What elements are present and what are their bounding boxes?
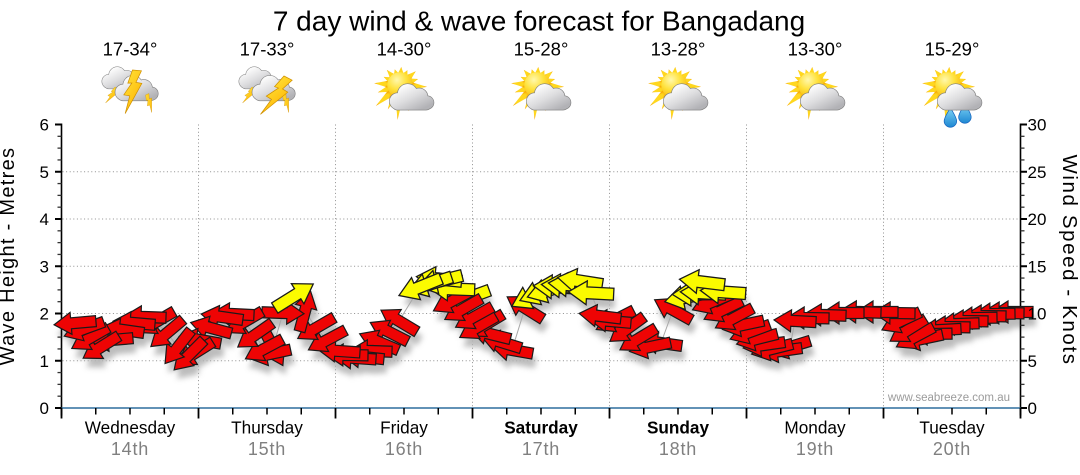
svg-text:15-29°: 15-29° <box>925 39 980 60</box>
svg-text:15-28°: 15-28° <box>514 39 569 60</box>
svg-text:0: 0 <box>40 399 49 418</box>
svg-text:6: 6 <box>40 116 49 135</box>
svg-text:17-34°: 17-34° <box>103 39 158 60</box>
svg-text:Monday: Monday <box>784 418 846 438</box>
svg-text:20th: 20th <box>933 439 971 459</box>
svg-text:14-30°: 14-30° <box>377 39 432 60</box>
svg-text:10: 10 <box>1028 305 1047 324</box>
svg-text:13-30°: 13-30° <box>788 39 843 60</box>
svg-text:17-33°: 17-33° <box>240 39 295 60</box>
svg-text:2: 2 <box>40 305 49 324</box>
svg-text:Sunday: Sunday <box>647 418 710 438</box>
svg-text:3: 3 <box>40 257 49 276</box>
svg-text:16th: 16th <box>385 439 423 459</box>
svg-text:0: 0 <box>1028 399 1037 418</box>
svg-text:Wave Height - Metres: Wave Height - Metres <box>0 147 19 366</box>
svg-text:Wind Speed - Knots: Wind Speed - Knots <box>1058 154 1080 365</box>
svg-text:20: 20 <box>1028 210 1047 229</box>
svg-text:Friday: Friday <box>380 418 428 438</box>
svg-text:18th: 18th <box>659 439 697 459</box>
svg-text:Tuesday: Tuesday <box>919 418 985 438</box>
svg-text:Thursday: Thursday <box>231 418 303 438</box>
svg-text:7 day wind & wave forecast for: 7 day wind & wave forecast for Bangadang <box>273 6 805 37</box>
svg-text:19th: 19th <box>796 439 834 459</box>
svg-text:30: 30 <box>1028 116 1047 135</box>
svg-text:5: 5 <box>1028 352 1037 371</box>
svg-text:17th: 17th <box>522 439 560 459</box>
svg-text:13-28°: 13-28° <box>651 39 706 60</box>
svg-text:Saturday: Saturday <box>504 418 578 438</box>
svg-text:14th: 14th <box>111 439 149 459</box>
svg-text:15: 15 <box>1028 257 1047 276</box>
svg-text:1: 1 <box>40 352 49 371</box>
svg-text:15th: 15th <box>248 439 286 459</box>
svg-text:25: 25 <box>1028 163 1047 182</box>
svg-text:4: 4 <box>40 210 49 229</box>
svg-text:www.seabreeze.com.au: www.seabreeze.com.au <box>887 392 1010 404</box>
svg-text:5: 5 <box>40 163 49 182</box>
svg-text:Wednesday: Wednesday <box>85 418 176 438</box>
